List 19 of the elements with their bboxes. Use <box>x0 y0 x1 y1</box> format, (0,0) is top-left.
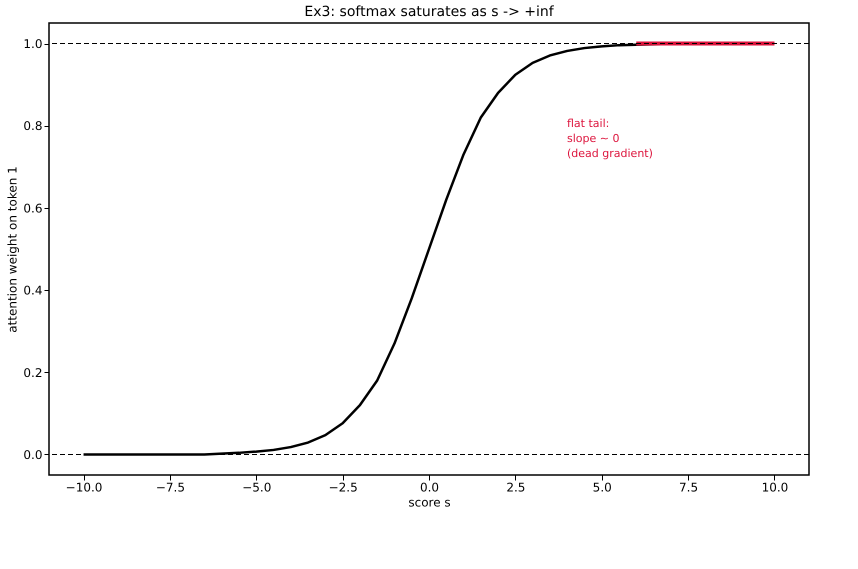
x-tick-label: 5.0 <box>592 480 612 494</box>
x-tick-label: −10.0 <box>66 480 102 494</box>
x-tick-label: 2.5 <box>506 480 526 494</box>
y-tick-label: 0.4 <box>23 284 42 298</box>
y-tick-label: 0.0 <box>23 448 42 462</box>
x-tick-label: 0.0 <box>420 480 440 494</box>
y-tick-label: 1.0 <box>23 37 42 52</box>
x-tick-label: −5.0 <box>242 480 272 494</box>
y-tick-label: 0.2 <box>23 366 42 380</box>
x-tick-label: 7.5 <box>679 480 698 494</box>
x-tick-label: −2.5 <box>328 480 358 494</box>
x-axis-title: score s <box>408 496 451 510</box>
x-tick-label: 10.0 <box>762 480 788 494</box>
y-axis-title: attention weight on token 1 <box>5 166 20 333</box>
x-tick-label: −7.5 <box>156 480 185 494</box>
annotation: flat tail: slope ~ 0 (dead gradient) <box>567 117 653 160</box>
chart-title: Ex3: softmax saturates as s -> +inf <box>304 4 555 20</box>
y-tick-label: 0.8 <box>23 119 42 134</box>
y-tick-label: 0.6 <box>23 201 42 216</box>
